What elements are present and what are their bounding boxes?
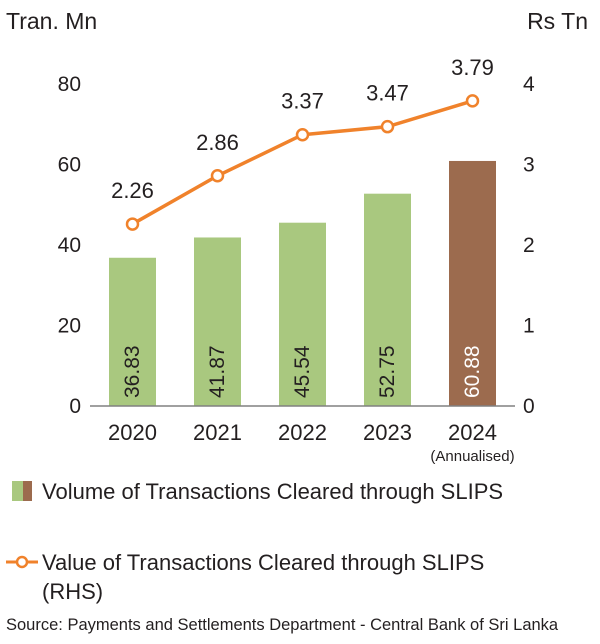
legend-item-value: Value of Transactions Cleared through SL… bbox=[6, 548, 546, 606]
bar bbox=[364, 193, 411, 406]
legend-label-volume: Volume of Transactions Cleared through S… bbox=[42, 479, 504, 504]
right-tick-label: 4 bbox=[523, 73, 535, 96]
bar bbox=[449, 160, 496, 406]
line-data-label: 3.79 bbox=[451, 55, 494, 80]
line-data-label: 2.26 bbox=[111, 178, 154, 203]
x-tick-label: 2021 bbox=[193, 420, 242, 445]
left-axis-title: Tran. Mn bbox=[6, 8, 98, 34]
left-tick-label: 80 bbox=[58, 73, 81, 96]
bar-data-label: 60.88 bbox=[461, 345, 484, 398]
line-point bbox=[210, 169, 225, 183]
line-point bbox=[380, 119, 395, 134]
line-data-label: 3.37 bbox=[281, 89, 324, 114]
source-note: Source: Payments and Settlements Departm… bbox=[6, 616, 559, 634]
right-tick-label: 2 bbox=[523, 234, 535, 257]
left-tick-label: 40 bbox=[58, 234, 81, 257]
x-tick-label: 2022 bbox=[278, 420, 327, 445]
value-series-line bbox=[131, 99, 474, 226]
left-tick-label: 0 bbox=[69, 395, 81, 418]
x-tick-label: 2023 bbox=[363, 420, 412, 445]
right-tick-label: 0 bbox=[523, 395, 535, 418]
right-axis-title: Rs Tn bbox=[527, 8, 588, 34]
bar bbox=[194, 237, 241, 406]
line-data-label: 3.47 bbox=[366, 81, 409, 106]
line-swatch-icon bbox=[6, 555, 38, 569]
line-point bbox=[465, 94, 480, 108]
line-data-label: 2.86 bbox=[196, 130, 239, 155]
left-tick-label: 20 bbox=[58, 315, 81, 338]
left-tick-label: 60 bbox=[58, 154, 81, 177]
line-point bbox=[125, 217, 140, 231]
bar bbox=[279, 222, 326, 406]
bar-data-label: 36.83 bbox=[121, 345, 144, 398]
bar-data-label: 41.87 bbox=[206, 345, 229, 398]
legend-label-value: Value of Transactions Cleared through SL… bbox=[42, 550, 485, 604]
x-tick-label: 2020 bbox=[108, 420, 157, 445]
x-tick-label: 2024 bbox=[448, 420, 497, 445]
line-point bbox=[295, 127, 310, 142]
bar-swatch-icon bbox=[12, 481, 32, 501]
combo-chart: 0 20 40 60 80 0 1 2 3 4 36.83 41.87 45.54 52.75 60.88 2… bbox=[58, 55, 535, 465]
bar-data-label: 45.54 bbox=[291, 345, 314, 398]
right-tick-label: 1 bbox=[523, 315, 535, 338]
right-tick-label: 3 bbox=[523, 154, 535, 177]
bar bbox=[109, 257, 156, 406]
bar-data-label: 52.75 bbox=[376, 345, 399, 398]
legend-item-volume: Volume of Transactions Cleared through S… bbox=[6, 477, 546, 506]
x-tick-note: (Annualised) bbox=[430, 448, 514, 465]
